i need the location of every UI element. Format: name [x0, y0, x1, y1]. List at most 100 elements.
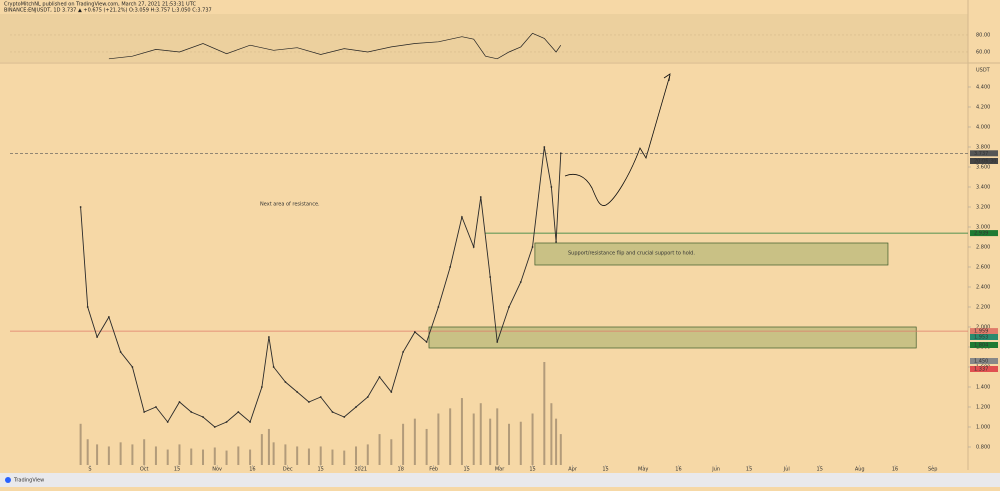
x-tick-label: 16 [675, 467, 681, 473]
price-point [213, 426, 216, 428]
price-marker [970, 334, 998, 340]
annotation: Next area of resistance. [260, 202, 320, 208]
x-tick-label: Aug [855, 467, 865, 473]
price-marker-label: 1.450 [974, 359, 988, 365]
level-tag [970, 328, 998, 335]
header-line2: BINANCE:ENJUSDT, 1D 3.737 ▲ +0.675 (+21.… [4, 8, 212, 14]
volume-bar [260, 434, 263, 465]
projection-path [564, 74, 671, 207]
x-tick-label: 15 [318, 467, 324, 473]
price-point [472, 246, 475, 248]
y-tick-label: 3.000 [976, 225, 990, 231]
price-point [268, 336, 270, 338]
rsi-tick-label: 60.00 [976, 49, 990, 55]
header-line1: CryptoMitchNL published on TradingView.c… [4, 2, 196, 8]
price-point [331, 411, 334, 413]
volume-bar [249, 449, 252, 465]
rsi-tick-label: 80.00 [976, 32, 990, 38]
volume-bar [96, 444, 99, 465]
volume-bar [79, 423, 82, 465]
price-point [489, 276, 492, 278]
footer-brand: TradingView [13, 478, 44, 484]
x-tick-label: Jun [711, 467, 720, 473]
volume-bar [413, 418, 416, 465]
price-point [343, 416, 346, 418]
price-point [543, 146, 546, 148]
volume-bar [378, 434, 381, 465]
price-point [550, 186, 553, 188]
level-label: 3.737 [974, 151, 988, 157]
rsi-line [108, 32, 562, 60]
level-tag [970, 230, 998, 237]
level-label: 1.959 [974, 329, 988, 335]
volume-bar [366, 444, 369, 465]
x-tick-label: 2021 [354, 467, 367, 473]
volume-bar [449, 408, 452, 465]
price-point [390, 391, 393, 393]
y-tick-label: 4.200 [976, 105, 990, 111]
volume-bar [559, 434, 562, 465]
price-marker-label: 1.804 [974, 343, 988, 349]
y-tick-label: 4.000 [976, 125, 990, 131]
y-tick-label: 2.000 [976, 325, 990, 331]
level-tag [970, 150, 998, 157]
price-point [319, 396, 322, 398]
volume-bar [154, 446, 157, 465]
price-marker [970, 366, 998, 372]
price-point [272, 366, 275, 368]
price-marker [970, 342, 998, 348]
volume-bar [307, 448, 310, 465]
price-point [107, 316, 110, 318]
volume-bar [86, 439, 89, 465]
price-line [80, 146, 562, 428]
price-marker [970, 158, 998, 164]
level-label: 2.939 [974, 231, 988, 237]
projection-arrow [663, 73, 671, 82]
volume-bar [284, 444, 287, 465]
x-tick-label: Mar [495, 467, 505, 473]
price-point [461, 216, 463, 218]
volume-bar [213, 447, 216, 465]
volume-bar [496, 408, 499, 465]
price-point [155, 406, 157, 408]
volume-bar [437, 413, 440, 465]
volume-bar [190, 448, 193, 465]
volume-bar [508, 423, 511, 465]
volume-bar [355, 446, 358, 465]
volume-bar [166, 449, 169, 465]
x-tick-label: 15 [463, 467, 469, 473]
price-point [178, 401, 181, 403]
volume-bar [555, 418, 558, 465]
price-marker-label: 1.953 [974, 335, 988, 341]
x-tick-label: Sep [928, 467, 937, 473]
price-marker-label: 1.337 [974, 367, 988, 373]
price-point [96, 336, 98, 338]
y-tick-label: 3.600 [976, 165, 990, 171]
price-point [143, 411, 146, 413]
volume-bar [237, 446, 240, 465]
volume-bar [543, 362, 546, 465]
volume-bar [119, 442, 122, 465]
price-point [79, 206, 82, 208]
footer-bar [0, 473, 1000, 487]
y-tick-label: 1.400 [976, 385, 990, 391]
price-point [555, 241, 557, 243]
price-point [449, 266, 452, 268]
price-point [531, 246, 534, 248]
x-tick-label: Nov [212, 467, 222, 473]
x-tick-label: Feb [429, 467, 438, 473]
annotation: Support/resistance flip and crucial supp… [568, 251, 695, 257]
x-tick-label: 15 [746, 467, 752, 473]
price-point [131, 366, 134, 368]
price-point [355, 406, 357, 408]
volume-bar [343, 450, 346, 465]
price-point [260, 386, 263, 388]
volume-bar [550, 403, 553, 465]
price-point [190, 411, 193, 413]
price-point [296, 391, 299, 393]
volume-bar [519, 421, 522, 465]
y-tick-label: 2.400 [976, 285, 990, 291]
price-point [202, 416, 204, 418]
volume-bar [479, 403, 482, 465]
